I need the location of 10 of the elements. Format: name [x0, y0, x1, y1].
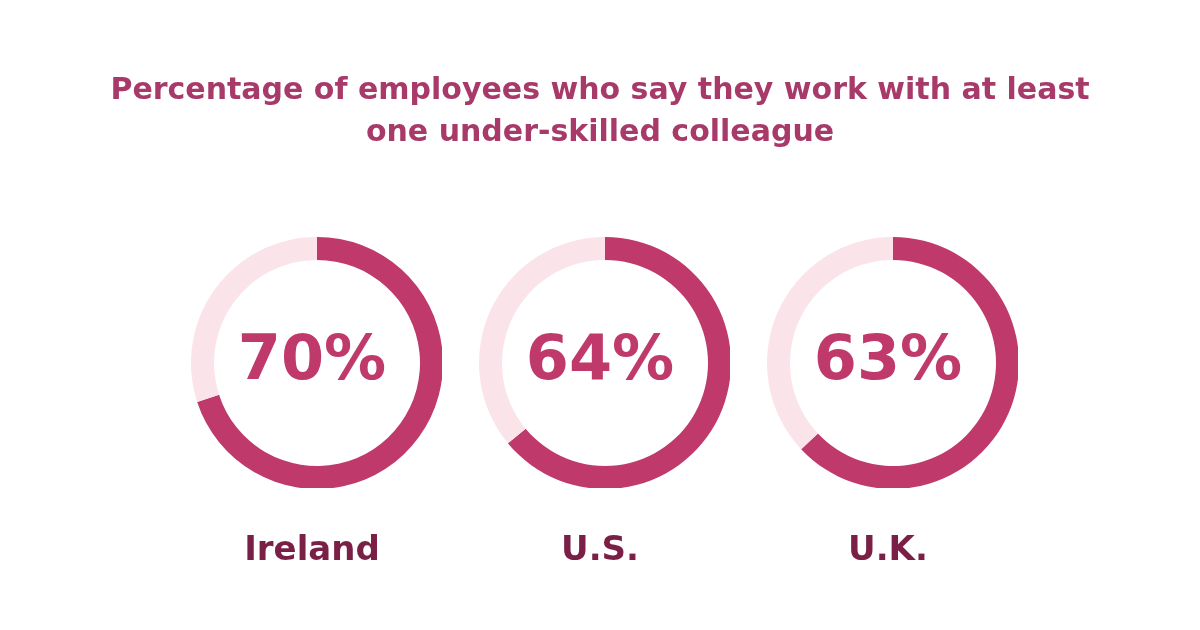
text: 63%	[812, 320, 964, 396]
text: U.K.	[847, 528, 929, 568]
donut-slice	[801, 237, 1018, 488]
text: 64%	[524, 320, 676, 396]
text: 70%	[236, 320, 388, 396]
text: Percentage of employees who say they work with at least one under-skilled colleague	[109, 70, 1091, 150]
donut-slice	[507, 237, 730, 488]
text: Ireland	[243, 528, 381, 568]
donut-slice	[197, 237, 442, 488]
text: U.S.	[560, 528, 640, 568]
